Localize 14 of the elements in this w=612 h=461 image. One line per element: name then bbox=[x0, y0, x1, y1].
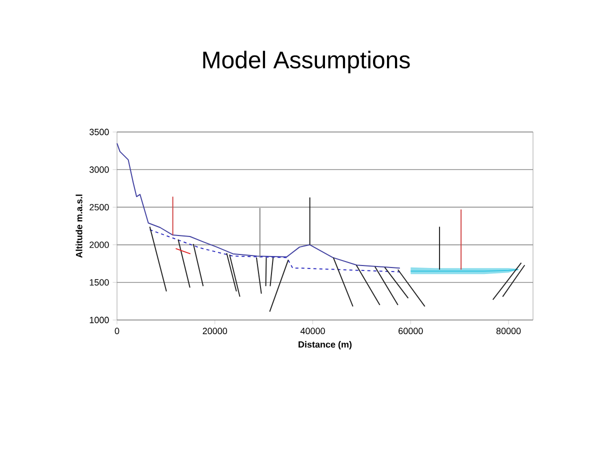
x-tick-label: 0 bbox=[114, 328, 120, 334]
x-tick-label: 20000 bbox=[202, 328, 228, 334]
y-tick-label: 1500 bbox=[90, 279, 109, 286]
chart-title: Model Assumptions bbox=[203, 50, 410, 74]
y-axis-title: Altitude m.a.s.l bbox=[76, 194, 82, 258]
x-tick-label: 60000 bbox=[398, 328, 423, 334]
y-tick-label: 3000 bbox=[90, 166, 109, 173]
y-tick-label: 3500 bbox=[90, 128, 109, 136]
x-axis-title: Distance (m) bbox=[298, 341, 352, 350]
y-tick-label: 2000 bbox=[90, 242, 109, 248]
x-tick-label: 40000 bbox=[300, 328, 325, 334]
y-tick-label: 1000 bbox=[90, 316, 109, 324]
x-tick-label: 80000 bbox=[496, 328, 521, 334]
y-tick-label: 2500 bbox=[90, 204, 109, 210]
